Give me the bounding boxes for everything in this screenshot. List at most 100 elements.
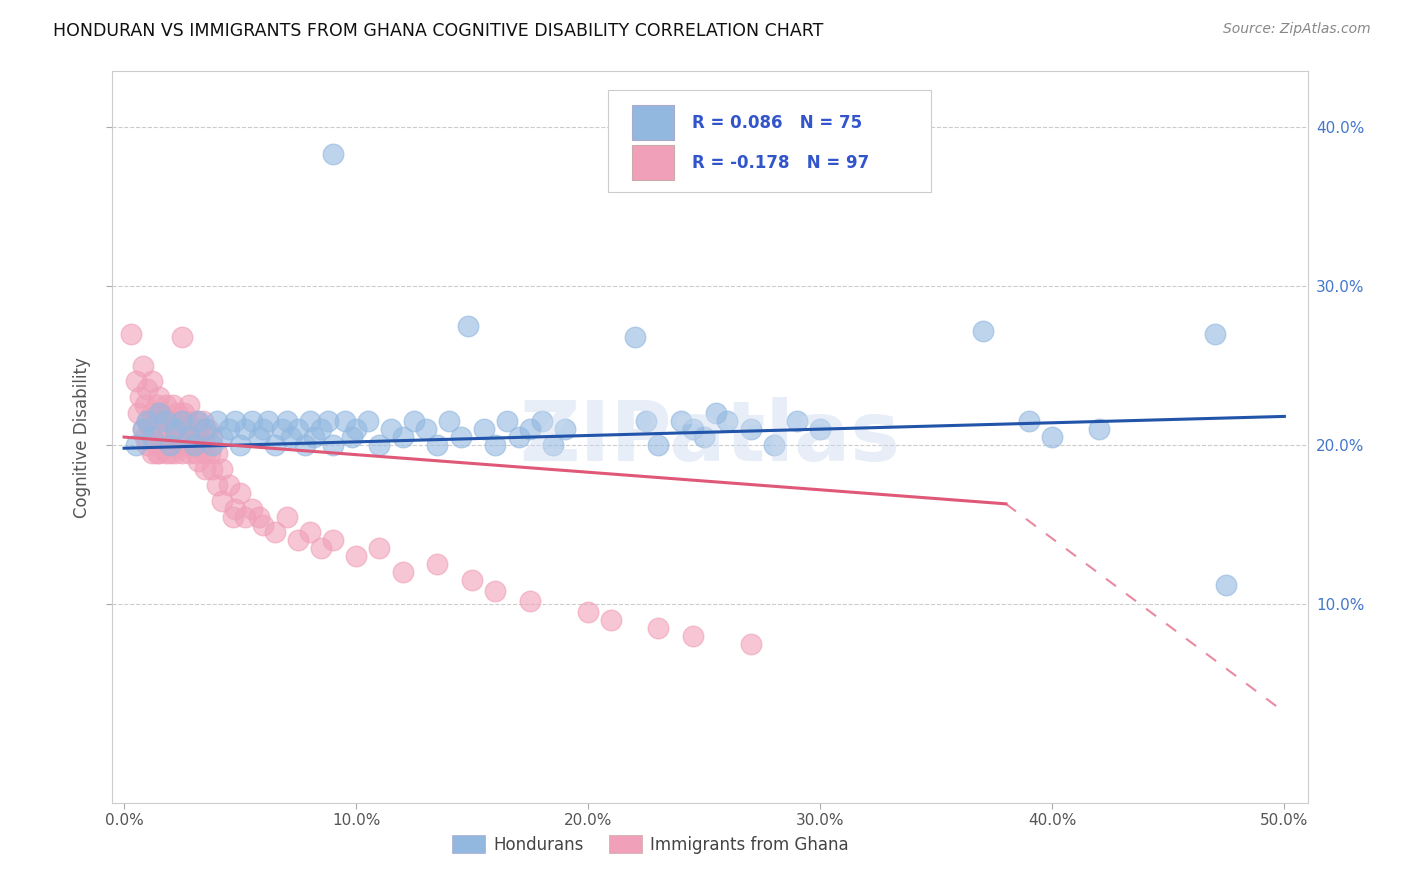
Point bbox=[205, 446, 228, 460]
Point bbox=[148, 422, 170, 436]
Point bbox=[222, 509, 245, 524]
Point bbox=[276, 414, 298, 428]
Point bbox=[276, 509, 298, 524]
Point bbox=[155, 398, 177, 412]
Point bbox=[131, 422, 153, 436]
FancyBboxPatch shape bbox=[609, 90, 931, 192]
Point bbox=[165, 446, 187, 460]
Point bbox=[155, 414, 177, 428]
Point bbox=[166, 438, 188, 452]
Point bbox=[172, 422, 194, 436]
Point bbox=[450, 430, 472, 444]
Point bbox=[143, 430, 166, 444]
Point bbox=[636, 414, 658, 428]
Point bbox=[484, 438, 506, 452]
Point bbox=[169, 430, 191, 444]
Point bbox=[415, 422, 437, 436]
Point bbox=[159, 430, 181, 444]
Point bbox=[194, 446, 217, 460]
Bar bbox=[633, 105, 675, 140]
Point bbox=[647, 621, 669, 635]
Point bbox=[172, 446, 194, 460]
Point bbox=[704, 406, 727, 420]
Point bbox=[141, 375, 163, 389]
Point bbox=[183, 430, 205, 444]
Point bbox=[177, 446, 200, 460]
Point bbox=[437, 414, 460, 428]
Point bbox=[166, 406, 188, 420]
Point bbox=[344, 422, 367, 436]
Point bbox=[311, 541, 333, 556]
Point bbox=[211, 430, 233, 444]
Point bbox=[786, 414, 808, 428]
Point bbox=[972, 324, 994, 338]
Y-axis label: Cognitive Disability: Cognitive Disability bbox=[73, 357, 91, 517]
Point bbox=[368, 438, 391, 452]
Point bbox=[233, 509, 256, 524]
Text: R = -0.178   N = 97: R = -0.178 N = 97 bbox=[692, 153, 869, 172]
Point bbox=[257, 414, 280, 428]
Point bbox=[554, 422, 576, 436]
Point bbox=[1204, 326, 1226, 341]
Point bbox=[184, 446, 207, 460]
Point bbox=[472, 422, 495, 436]
Point bbox=[304, 430, 326, 444]
Point bbox=[294, 438, 316, 452]
Point bbox=[344, 549, 367, 564]
Point bbox=[138, 422, 160, 436]
Point bbox=[141, 406, 163, 420]
Point bbox=[169, 414, 191, 428]
Point bbox=[145, 398, 167, 412]
Point bbox=[1087, 422, 1109, 436]
Point bbox=[201, 438, 224, 452]
Point bbox=[191, 414, 214, 428]
Point bbox=[176, 414, 198, 428]
Point bbox=[693, 430, 716, 444]
Point bbox=[669, 414, 692, 428]
Point bbox=[131, 359, 153, 373]
Point bbox=[148, 446, 170, 460]
Point bbox=[148, 390, 170, 404]
Point bbox=[229, 485, 252, 500]
Point bbox=[141, 430, 163, 444]
Point bbox=[740, 637, 762, 651]
Point bbox=[240, 501, 263, 516]
Point bbox=[496, 414, 519, 428]
Point bbox=[150, 438, 173, 452]
Point bbox=[280, 430, 302, 444]
Point bbox=[198, 446, 221, 460]
Point bbox=[211, 462, 233, 476]
Point bbox=[340, 430, 363, 444]
Point bbox=[194, 422, 217, 436]
Point bbox=[120, 326, 142, 341]
Point bbox=[159, 446, 181, 460]
Point bbox=[148, 406, 170, 420]
Point bbox=[155, 446, 177, 460]
Point bbox=[184, 414, 207, 428]
Point bbox=[716, 414, 738, 428]
Point bbox=[224, 501, 246, 516]
Point bbox=[519, 594, 541, 608]
Point bbox=[136, 438, 159, 452]
Text: ZIPatlas: ZIPatlas bbox=[520, 397, 900, 477]
Point bbox=[162, 398, 184, 412]
Point bbox=[172, 330, 194, 344]
Point bbox=[187, 414, 209, 428]
Point bbox=[201, 430, 224, 444]
Point bbox=[484, 584, 506, 599]
Point bbox=[229, 438, 252, 452]
Point bbox=[125, 375, 148, 389]
Point bbox=[240, 414, 263, 428]
Point bbox=[152, 430, 174, 444]
Point bbox=[1018, 414, 1040, 428]
Point bbox=[134, 398, 156, 412]
Point bbox=[519, 422, 541, 436]
Point bbox=[404, 414, 426, 428]
Point bbox=[357, 414, 380, 428]
Point bbox=[530, 414, 553, 428]
Point bbox=[131, 422, 153, 436]
Point bbox=[682, 422, 704, 436]
Point bbox=[426, 438, 449, 452]
Point bbox=[647, 438, 669, 452]
Point bbox=[333, 414, 356, 428]
